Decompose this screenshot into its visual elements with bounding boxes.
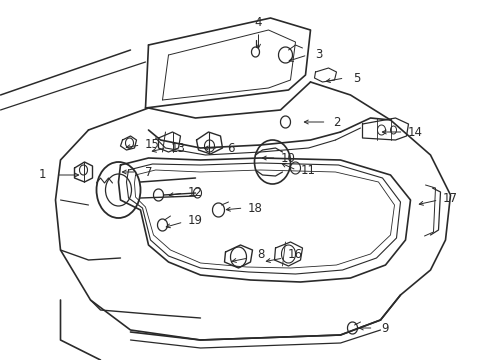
Text: 18: 18 [247, 202, 263, 215]
Text: 5: 5 [352, 72, 360, 85]
Text: 9: 9 [381, 321, 388, 334]
Text: 19: 19 [187, 213, 203, 226]
Text: 3: 3 [314, 49, 322, 62]
Text: 1: 1 [39, 168, 46, 181]
Text: 14: 14 [407, 126, 422, 139]
Text: 16: 16 [287, 248, 303, 261]
Text: 2: 2 [332, 116, 340, 129]
Text: 13: 13 [171, 141, 185, 154]
Text: 4: 4 [254, 15, 262, 28]
Text: 11: 11 [301, 163, 315, 176]
Text: 8: 8 [256, 248, 264, 261]
Text: 17: 17 [442, 192, 457, 204]
Text: 6: 6 [226, 141, 234, 154]
Text: 12: 12 [187, 186, 203, 199]
Text: 15: 15 [145, 139, 160, 152]
Text: 10: 10 [281, 152, 295, 165]
Text: 7: 7 [144, 166, 152, 179]
